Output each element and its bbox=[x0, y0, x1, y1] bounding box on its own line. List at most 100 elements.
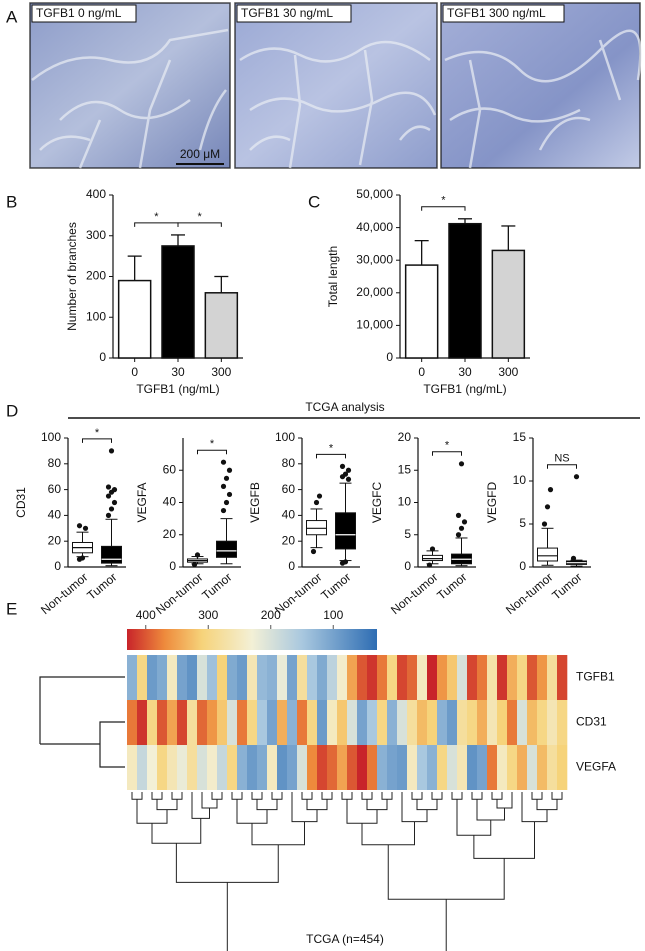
heatmap-cell bbox=[357, 655, 368, 700]
heatmap-cell bbox=[507, 700, 518, 745]
heatmap-cell bbox=[237, 655, 248, 700]
heatmap-cell bbox=[557, 655, 568, 700]
heatmap-cell bbox=[407, 745, 418, 790]
heatmap-cell bbox=[297, 655, 308, 700]
outlier bbox=[111, 499, 118, 506]
x-tick-label: 300 bbox=[211, 365, 231, 379]
y-tick-label: 60 bbox=[282, 482, 296, 496]
x-tick-label: 300 bbox=[498, 365, 518, 379]
heatmap-cell bbox=[487, 745, 498, 790]
heatmap-cell bbox=[477, 700, 488, 745]
heatmap-cell bbox=[157, 700, 168, 745]
panel-letter: D bbox=[6, 401, 18, 420]
heatmap-cell bbox=[217, 745, 228, 790]
x-tick-label: 30 bbox=[171, 365, 185, 379]
heatmap-cell bbox=[247, 655, 258, 700]
image-label: TGFB1 300 ng/mL bbox=[447, 6, 546, 20]
heatmap-cell bbox=[257, 655, 268, 700]
outlier bbox=[220, 483, 227, 489]
heatmap-cell bbox=[197, 655, 208, 700]
outlier bbox=[458, 461, 465, 467]
bar bbox=[204, 292, 239, 359]
x-tick-label: 0 bbox=[131, 365, 138, 379]
heatmap-cell bbox=[457, 745, 468, 790]
y-tick-label: 0 bbox=[99, 350, 106, 364]
heatmap-cell bbox=[267, 700, 278, 745]
x-tick-label: 0 bbox=[418, 365, 425, 379]
image-panel bbox=[234, 2, 438, 169]
box bbox=[422, 554, 443, 562]
x-tick-label: Non-tumor bbox=[388, 570, 440, 617]
heatmap-cell bbox=[417, 655, 428, 700]
heatmap-cell bbox=[317, 655, 328, 700]
heatmap-cell bbox=[277, 655, 288, 700]
outlier bbox=[455, 512, 462, 519]
heatmap-cell bbox=[367, 655, 378, 700]
heatmap-cell bbox=[397, 655, 408, 700]
outlier bbox=[220, 459, 227, 465]
heatmap-cell bbox=[457, 655, 468, 700]
heatmap-cell bbox=[217, 700, 228, 745]
y-axis-label: CD31 bbox=[14, 487, 28, 518]
heatmap-cell bbox=[177, 655, 188, 700]
heatmap-cell bbox=[487, 655, 498, 700]
heatmap-cell bbox=[307, 655, 318, 700]
y-tick-label: 40 bbox=[48, 508, 62, 522]
x-tick-label: Tumor bbox=[318, 570, 353, 603]
heatmap-cell bbox=[497, 655, 508, 700]
heatmap-cell bbox=[287, 655, 298, 700]
heatmap-cell bbox=[157, 655, 168, 700]
heatmap-cell bbox=[247, 745, 258, 790]
heatmap-cell bbox=[417, 745, 428, 790]
image-label: TGFB1 30 ng/mL bbox=[241, 6, 333, 20]
heatmap-cell bbox=[237, 745, 248, 790]
x-tick-label: Non-tumor bbox=[38, 570, 90, 617]
heatmap-cell bbox=[307, 700, 318, 745]
heatmap-cell bbox=[427, 655, 438, 700]
heatmap-cell bbox=[497, 700, 508, 745]
heatmap-cell bbox=[527, 700, 538, 745]
outlier bbox=[429, 546, 436, 552]
heatmap-cell bbox=[137, 745, 148, 790]
heatmap-cell bbox=[167, 655, 178, 700]
heatmap-cell bbox=[537, 745, 548, 790]
bar bbox=[448, 222, 482, 359]
panel-letter: C bbox=[308, 192, 320, 211]
heatmap-cell bbox=[537, 655, 548, 700]
x-axis-label: TGFB1 (ng/mL) bbox=[136, 382, 219, 396]
outlier bbox=[541, 521, 548, 527]
row-label: TGFB1 bbox=[576, 670, 615, 684]
box bbox=[335, 512, 356, 550]
outlier bbox=[79, 555, 86, 561]
heatmap-cell bbox=[527, 745, 538, 790]
panel-letter: E bbox=[6, 599, 17, 618]
box bbox=[101, 545, 122, 564]
significance-bracket bbox=[82, 438, 112, 443]
bar bbox=[404, 264, 439, 359]
image-label-box bbox=[236, 4, 352, 23]
heatmap-cell bbox=[187, 655, 198, 700]
heatmap-cell bbox=[277, 700, 288, 745]
outlier bbox=[223, 475, 230, 481]
heatmap-cell bbox=[307, 745, 318, 790]
outlier bbox=[194, 552, 201, 558]
outlier bbox=[455, 532, 462, 538]
y-tick-label: 20 bbox=[163, 527, 177, 541]
y-tick-label: 0 bbox=[54, 559, 61, 573]
heatmap-cell bbox=[137, 700, 148, 745]
outlier bbox=[226, 491, 233, 498]
outlier bbox=[105, 493, 112, 499]
y-tick-label: 0 bbox=[404, 559, 411, 573]
outlier bbox=[111, 487, 118, 493]
y-tick-label: 10 bbox=[513, 473, 527, 487]
outlier bbox=[310, 548, 317, 555]
x-tick-label: Tumor bbox=[84, 570, 119, 603]
heatmap-cell bbox=[267, 745, 278, 790]
significance-bracket bbox=[134, 222, 179, 227]
heatmap-cell bbox=[177, 745, 188, 790]
heatmap-cell bbox=[237, 700, 248, 745]
outlier bbox=[461, 519, 468, 525]
heatmap-cell bbox=[467, 655, 478, 700]
x-tick-label: Tumor bbox=[199, 570, 234, 603]
